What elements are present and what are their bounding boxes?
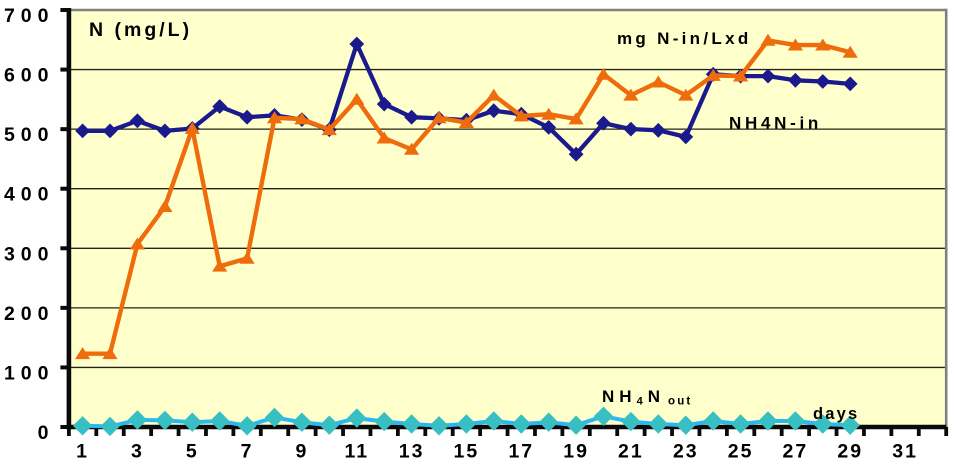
svg-text:0: 0	[38, 422, 55, 444]
svg-text:17: 17	[508, 441, 534, 463]
svg-text:19: 19	[563, 441, 589, 463]
svg-text:29: 29	[837, 441, 863, 463]
svg-text:N (mg/L): N (mg/L)	[89, 19, 192, 41]
svg-text:25: 25	[728, 441, 754, 463]
svg-text:NH4N-in: NH4N-in	[729, 114, 822, 133]
svg-text:500: 500	[4, 124, 55, 146]
svg-text:5: 5	[186, 441, 199, 463]
svg-text:100: 100	[4, 362, 55, 384]
svg-text:11: 11	[344, 441, 369, 463]
svg-text:1: 1	[76, 441, 89, 463]
svg-text:27: 27	[783, 441, 809, 463]
svg-text:700: 700	[4, 5, 55, 27]
svg-text:300: 300	[4, 243, 55, 265]
svg-text:15: 15	[454, 441, 480, 463]
svg-text:9: 9	[295, 441, 308, 463]
svg-text:3: 3	[131, 441, 144, 463]
svg-text:mg N-in/Lxd: mg N-in/Lxd	[617, 29, 752, 48]
svg-text:600: 600	[4, 65, 55, 87]
svg-text:200: 200	[4, 303, 55, 325]
svg-text:13: 13	[399, 441, 425, 463]
svg-text:23: 23	[673, 441, 699, 463]
svg-text:days: days	[813, 405, 859, 423]
svg-text:21: 21	[618, 441, 644, 463]
svg-text:400: 400	[4, 184, 55, 206]
svg-text:7: 7	[241, 441, 254, 463]
svg-text:31: 31	[892, 441, 918, 463]
